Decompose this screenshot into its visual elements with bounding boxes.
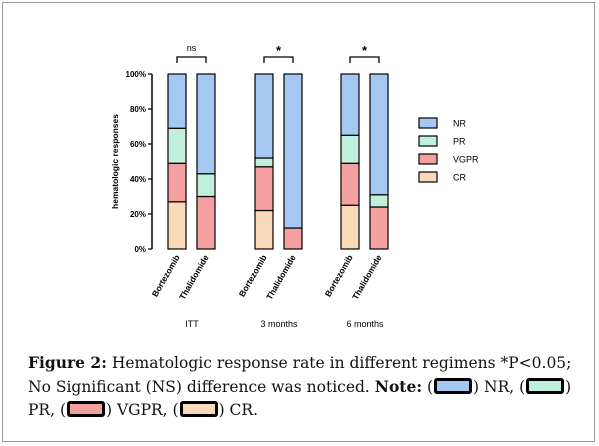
x-tick-label: Thalidomide bbox=[264, 253, 298, 302]
bar-segment-nr bbox=[254, 73, 274, 159]
x-tick-label: Thalidomide bbox=[350, 253, 384, 302]
legend-swatch-pr bbox=[418, 135, 438, 147]
y-tick-label: 100% bbox=[126, 70, 146, 79]
y-axis-label: hematologic responses bbox=[110, 114, 120, 209]
caption-pr: ) PR, ( bbox=[28, 378, 572, 419]
y-tick-label: 80% bbox=[130, 105, 146, 114]
legend-swatch-vgpr bbox=[418, 153, 438, 165]
pr-swatch-icon bbox=[526, 378, 565, 394]
significance-label: * bbox=[276, 43, 282, 58]
caption-vgpr: ) VGPR, ( bbox=[106, 401, 179, 419]
bar-segment-pr bbox=[369, 194, 389, 208]
bar-segment-pr bbox=[167, 127, 187, 164]
bar-segment-cr bbox=[254, 209, 274, 250]
x-tick-label: Bortezomib bbox=[237, 253, 269, 298]
bar-segment-nr bbox=[167, 73, 187, 129]
group-label: 6 months bbox=[346, 319, 384, 329]
y-tick-label: 20% bbox=[130, 210, 146, 219]
y-tick-label: 60% bbox=[130, 140, 146, 149]
legend-swatch-cr bbox=[418, 171, 438, 183]
legend-label-pr: PR bbox=[453, 137, 466, 147]
bar-segment-nr bbox=[196, 73, 216, 175]
significance-bracket bbox=[349, 56, 380, 63]
bar-segment-cr bbox=[167, 201, 187, 250]
bar-segment-nr bbox=[369, 73, 389, 196]
bar-segment-vgpr bbox=[369, 206, 389, 250]
bar-segment-pr bbox=[340, 134, 360, 164]
bar-segment-cr bbox=[340, 204, 360, 250]
legend-swatch-nr bbox=[418, 117, 438, 129]
legend-label-nr: NR bbox=[453, 119, 466, 129]
x-tick-label: Bortezomib bbox=[323, 253, 355, 298]
bar-segment-pr bbox=[196, 173, 216, 198]
group-label: 3 months bbox=[260, 319, 298, 329]
bar-segment-pr bbox=[254, 157, 274, 168]
caption-cr: ) CR. bbox=[218, 401, 259, 419]
bar-segment-vgpr bbox=[283, 227, 303, 250]
bar-segment-vgpr bbox=[167, 162, 187, 203]
x-tick-label: Thalidomide bbox=[177, 253, 211, 302]
x-tick-label: Bortezomib bbox=[150, 253, 182, 298]
bar-segment-vgpr bbox=[340, 162, 360, 206]
bar-segment-nr bbox=[340, 73, 360, 136]
bar-segment-vgpr bbox=[196, 195, 216, 250]
caption-nr: ) NR, ( bbox=[473, 378, 526, 396]
legend-label-cr: CR bbox=[453, 173, 466, 183]
bar-segment-nr bbox=[283, 73, 303, 229]
y-tick-label: 40% bbox=[130, 175, 146, 184]
y-tick-label: 0% bbox=[134, 245, 146, 254]
significance-label: ns bbox=[187, 43, 197, 53]
nr-swatch-icon bbox=[434, 378, 473, 394]
vgpr-swatch-icon bbox=[67, 401, 106, 417]
note-label: Note: bbox=[374, 377, 423, 396]
group-label: ITT bbox=[185, 319, 199, 329]
cr-swatch-icon bbox=[179, 401, 218, 417]
figure-label: Figure 2: bbox=[28, 353, 107, 372]
legend-label-vgpr: VGPR bbox=[453, 155, 479, 165]
significance-bracket bbox=[176, 56, 207, 63]
stacked-bar-chart: 0% 20% 40% 60% 80% 100% hematologic responses B… bbox=[110, 43, 479, 329]
caption-text: Hematologic response rate in different r… bbox=[28, 354, 572, 396]
bar-segment-vgpr bbox=[254, 166, 274, 212]
significance-bracket bbox=[263, 56, 294, 63]
significance-label: * bbox=[362, 43, 368, 58]
figure-caption: Figure 2: Hematologic response rate in d… bbox=[28, 353, 572, 419]
